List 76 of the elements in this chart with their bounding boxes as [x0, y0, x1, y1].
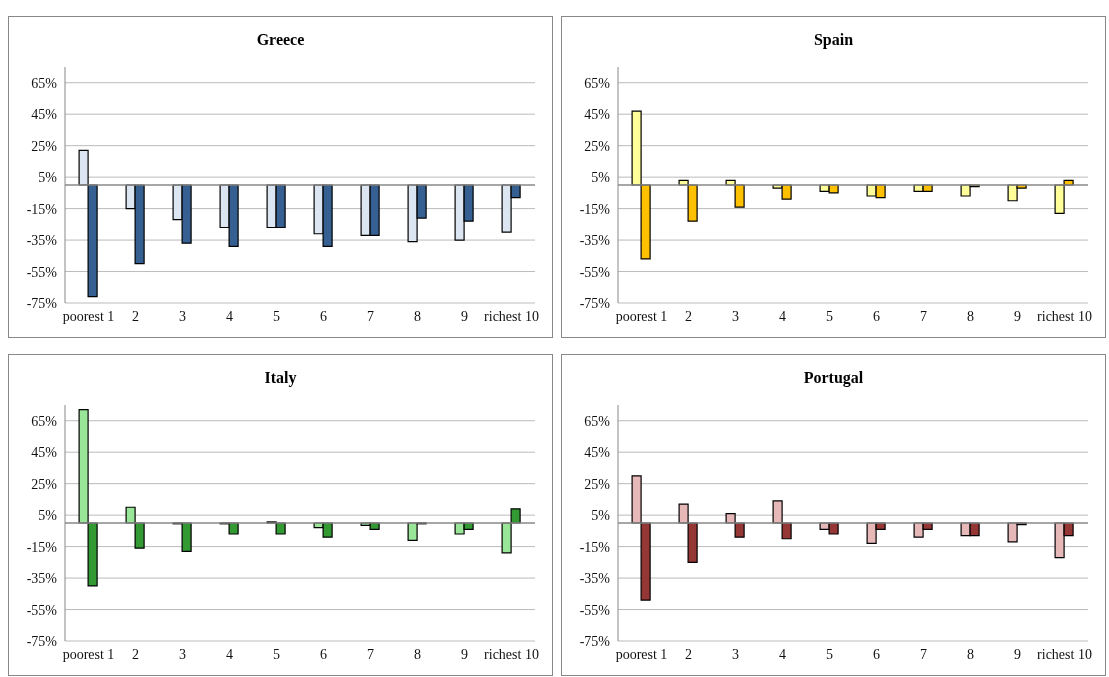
y-tick-label: -15% — [26, 201, 58, 217]
x-tick-label: richest 10 — [1037, 646, 1092, 662]
x-tick-label: richest 10 — [484, 308, 539, 324]
x-tick-label: 7 — [367, 646, 374, 662]
x-tick-label: 4 — [226, 308, 233, 324]
y-tick-label: -55% — [579, 602, 611, 618]
y-tick-label: -15% — [579, 539, 611, 555]
x-tick-label: 5 — [826, 646, 833, 662]
x-tick-label: 8 — [967, 308, 974, 324]
x-tick-label: 6 — [320, 308, 327, 324]
x-tick-label: 3 — [179, 646, 186, 662]
x-tick-label: 5 — [273, 646, 280, 662]
y-tick-label: 5% — [38, 170, 58, 186]
y-tick-label: 45% — [584, 445, 611, 461]
x-tick-label: 3 — [732, 646, 739, 662]
x-tick-label: 4 — [779, 646, 786, 662]
x-tick-label: 6 — [873, 308, 880, 324]
y-tick-label: 45% — [584, 107, 611, 123]
x-tick-label: 7 — [367, 308, 374, 324]
x-tick-label: poorest 1 — [615, 646, 668, 662]
y-tick-label: -75% — [579, 633, 611, 649]
y-tick-label: -55% — [579, 264, 611, 280]
y-tick-label: 25% — [584, 138, 611, 154]
y-tick-label: 5% — [591, 170, 611, 186]
x-tick-label: poorest 1 — [62, 646, 115, 662]
y-tick-label: -15% — [26, 539, 58, 555]
y-tick-label: -75% — [579, 295, 611, 311]
y-tick-label: 25% — [31, 476, 58, 492]
x-tick-label: 4 — [226, 646, 233, 662]
x-tick-label: poorest 1 — [615, 308, 668, 324]
x-tick-label: 3 — [179, 308, 186, 324]
x-tick-label: 8 — [967, 646, 974, 662]
x-tick-label: 5 — [826, 308, 833, 324]
x-tick-label: 9 — [1014, 646, 1021, 662]
y-tick-label: -15% — [579, 201, 611, 217]
x-tick-label: 9 — [461, 308, 468, 324]
y-tick-label: -35% — [579, 233, 611, 249]
x-tick-label: 2 — [685, 646, 692, 662]
x-tick-label: 9 — [1014, 308, 1021, 324]
y-tick-label: 25% — [31, 138, 58, 154]
y-tick-label: 5% — [591, 508, 611, 524]
x-tick-label: 2 — [132, 308, 139, 324]
x-tick-label: richest 10 — [1037, 308, 1092, 324]
chart-title: Greece — [255, 31, 306, 50]
x-tick-label: 6 — [873, 646, 880, 662]
x-tick-label: poorest 1 — [62, 308, 115, 324]
y-tick-label: 5% — [38, 508, 58, 524]
chart-title: Italy — [263, 369, 298, 389]
y-tick-label: 45% — [31, 445, 58, 461]
y-tick-label: 65% — [584, 413, 611, 429]
x-tick-label: 8 — [414, 646, 421, 662]
x-tick-label: 7 — [920, 646, 927, 662]
y-tick-label: -35% — [26, 571, 58, 587]
y-tick-label: -75% — [26, 633, 58, 649]
x-tick-label: 5 — [273, 308, 280, 324]
x-tick-label: 2 — [132, 646, 139, 662]
x-tick-label: 9 — [461, 646, 468, 662]
x-tick-label: 2 — [685, 308, 692, 324]
y-tick-label: -35% — [26, 233, 58, 249]
x-tick-label: 6 — [320, 646, 327, 662]
chart-title: Spain — [812, 31, 855, 51]
x-tick-label: 8 — [414, 308, 421, 324]
x-tick-label: 3 — [732, 308, 739, 324]
y-tick-label: -55% — [26, 264, 58, 280]
y-tick-label: -75% — [26, 295, 58, 311]
y-tick-label: 65% — [584, 75, 611, 91]
y-tick-label: -35% — [579, 571, 611, 587]
chart-title: Portugal — [802, 369, 865, 389]
y-tick-label: 65% — [31, 75, 58, 91]
x-tick-label: 4 — [779, 308, 786, 324]
x-tick-label: 7 — [920, 308, 927, 324]
y-tick-label: 65% — [31, 413, 58, 429]
y-tick-label: 45% — [31, 107, 58, 123]
y-tick-label: -55% — [26, 602, 58, 618]
x-tick-label: richest 10 — [484, 646, 539, 662]
y-tick-label: 25% — [584, 476, 611, 492]
